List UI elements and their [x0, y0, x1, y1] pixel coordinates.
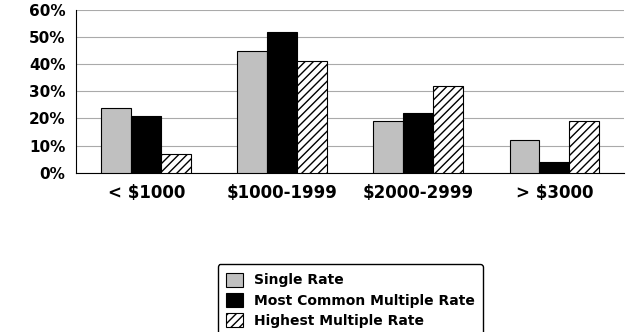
- Bar: [268, 32, 297, 173]
- Bar: [433, 86, 463, 173]
- Bar: [238, 50, 268, 173]
- Bar: [131, 116, 161, 173]
- Legend: Single Rate, Most Common Multiple Rate, Highest Multiple Rate: Single Rate, Most Common Multiple Rate, …: [218, 264, 483, 332]
- Bar: [297, 61, 327, 173]
- Bar: [373, 121, 403, 173]
- Bar: [101, 108, 131, 173]
- Bar: [161, 154, 191, 173]
- Bar: [540, 162, 569, 173]
- Bar: [569, 121, 599, 173]
- Bar: [510, 140, 540, 173]
- Bar: [403, 113, 433, 173]
